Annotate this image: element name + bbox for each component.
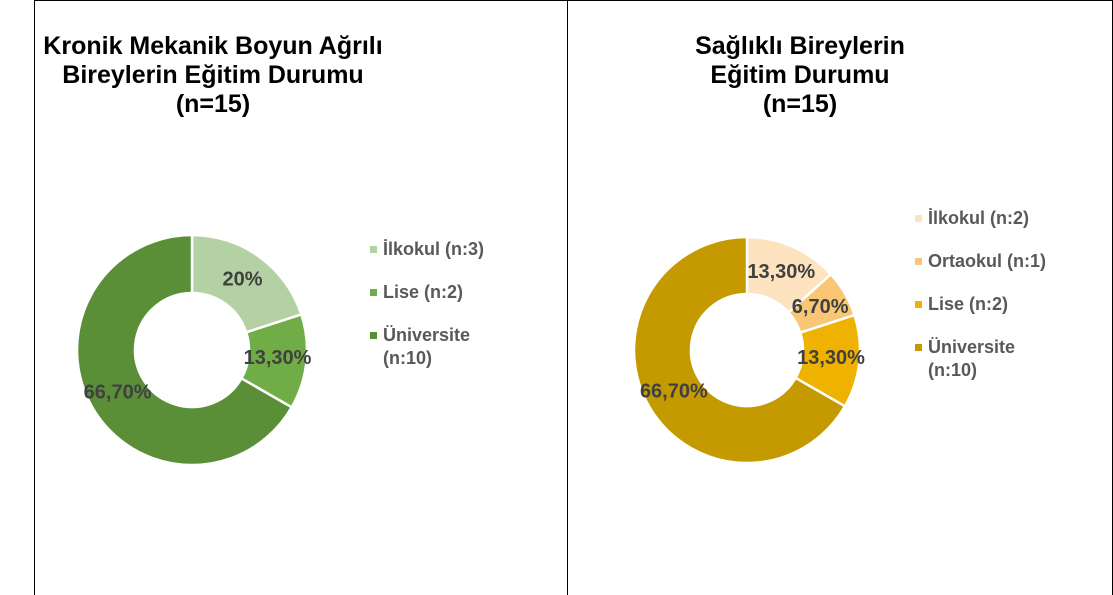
data-label: 66,70% [84,381,152,403]
data-label: 13,30% [244,347,312,369]
chart-title: Kronik Mekanik Boyun Ağrılı Bireylerin E… [43,32,383,118]
legend-swatch [915,215,922,222]
data-label: 13,30% [747,261,815,283]
legend-item: Lise (n:2) [915,293,1055,316]
legend-swatch [370,289,377,296]
legend: İlkokul (n:3) Lise (n:2) Üniversite (n:10) [370,238,490,370]
legend-swatch [370,246,377,253]
legend-label: Ortaokul (n:1) [928,251,1047,271]
data-label: 20% [223,269,263,291]
legend-swatch [915,344,922,351]
legend-item: Üniversite (n:10) [370,324,490,370]
data-label: 6,70% [792,296,849,318]
legend-item: İlkokul (n:3) [370,238,490,261]
donut-segment [190,233,303,334]
legend: İlkokul (n:2) Ortaokul (n:1) Lise (n:2) Üni… [915,207,1055,382]
donut-segment [75,233,294,467]
legend-label: Lise (n:2) [383,282,464,302]
donut-segment [632,235,847,465]
legend-item: Üniversite (n:10) [915,336,1055,382]
legend-label: Lise (n:2) [928,294,1009,314]
legend-swatch [915,258,922,265]
data-label: 13,30% [797,347,865,369]
chart-title: Sağlıklı Bireylerin Eğitim Durumu (n=15) [695,32,905,118]
legend-item: Ortaokul (n:1) [915,250,1055,273]
legend-swatch [915,301,922,308]
legend-item: Lise (n:2) [370,281,490,304]
legend-label: İlkokul (n:3) [383,239,485,259]
legend-label: Üniversite (n:10) [383,325,471,368]
legend-label: İlkokul (n:2) [928,208,1030,228]
legend-swatch [370,332,377,339]
legend-item: İlkokul (n:2) [915,207,1055,230]
data-label: 66,70% [640,381,708,403]
legend-label: Üniversite (n:10) [928,337,1016,380]
